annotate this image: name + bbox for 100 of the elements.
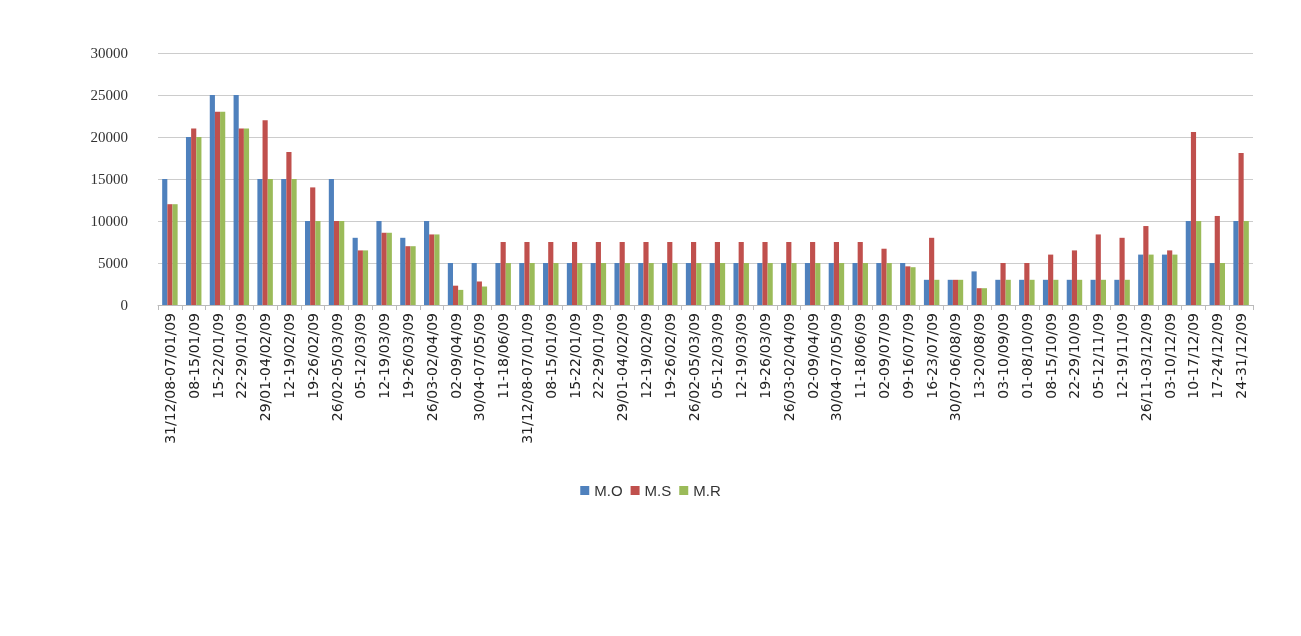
bar [315,221,321,305]
bar [410,246,416,305]
bar [624,263,630,305]
y-tick-label: 30000 [90,45,128,61]
bar [971,271,977,305]
bar [786,242,792,305]
bar [643,242,649,305]
x-tick-label: 09-16/07/09 [899,313,916,399]
bar [1209,263,1215,305]
x-tick-label: 05-12/03/09 [709,313,726,399]
bar [733,263,739,305]
bar [767,263,773,305]
legend-label: M.R [693,482,721,499]
x-tick-label: 11-18/06/09 [495,313,512,399]
bar [1214,215,1220,305]
bar [1114,279,1120,305]
x-tick-label: 11-18/06/09 [852,313,869,399]
bar [714,242,720,305]
x-tick-label: 30/07-06/08/09 [947,313,964,422]
bar [638,263,644,305]
bar [220,111,226,305]
bar [267,179,273,305]
bar [386,232,392,305]
bar [1196,221,1202,305]
bar [1042,279,1049,305]
bar [857,242,863,305]
bar [667,242,673,305]
x-tick-label: 12-19/03/09 [733,313,750,399]
bar [376,221,382,305]
bar [696,263,702,305]
bar [333,221,340,305]
bar [400,237,406,305]
bar [719,263,726,305]
bar [934,279,940,305]
bar [172,204,178,305]
bar [791,263,797,305]
x-tick-label: 08-15/10/09 [1042,313,1059,399]
bar [995,279,1001,305]
bar [500,242,506,305]
bar [600,263,607,305]
bar [476,281,482,305]
x-tick-label: 08-15/01/09 [542,313,559,399]
bar [672,263,678,305]
bar [452,285,459,305]
x-tick-label: 22-29/01/09 [233,313,250,399]
x-tick-label: 15-22/01/09 [209,313,226,399]
bar [648,263,654,305]
bar [1233,221,1239,305]
x-tick-label: 26/02-05/03/09 [328,313,345,422]
x-tick-label: 26/03-02/04/09 [780,313,797,422]
bar [1167,250,1173,305]
bar [614,263,620,305]
x-tick-label: 19-26/02/09 [304,313,321,399]
bar [577,263,583,305]
bar [595,242,601,305]
bar [929,237,935,305]
x-tick-label: 08-15/01/09 [185,313,202,399]
bar [743,263,749,305]
bar [495,263,501,305]
bar [981,288,987,305]
x-tick-label: 30/04-07/05/09 [471,313,488,422]
y-tick-label: 20000 [90,129,128,145]
x-tick-label: 10-17/12/09 [1185,313,1202,399]
bar [233,95,239,305]
bar [1066,279,1072,305]
x-tick-label: 12-19/03/09 [376,313,393,399]
x-tick-label: 12-19/11/09 [1114,313,1131,399]
y-tick-label: 0 [120,297,128,313]
y-tick-label: 25000 [90,87,128,103]
x-tick-label: 29/01-04/02/09 [257,313,274,422]
bar [167,204,173,305]
bar [524,242,530,305]
bar [590,263,596,305]
bar [738,242,744,305]
x-tick-label: 02-09/04/09 [447,313,464,399]
bar [839,263,845,305]
bar [1095,234,1101,305]
bar [876,263,882,305]
x-tick-label: 22-29/10/09 [1066,313,1083,399]
bar [405,246,411,305]
bar [923,279,930,305]
bar [257,179,263,305]
bar [458,289,464,305]
bar [243,128,250,305]
bar [1124,279,1130,305]
bar [1238,152,1244,305]
x-tick-label: 05-12/03/09 [352,313,369,399]
x-tick-label: 13-20/08/09 [971,313,988,399]
x-tick-label: 02-09/07/09 [876,313,893,399]
y-tick-label: 10000 [90,213,128,229]
x-tick-label: 19-26/03/09 [399,313,416,399]
x-tick-label: 02-09/04/09 [804,313,821,399]
bar [1119,237,1125,305]
bar [828,263,834,305]
bar [505,263,511,305]
x-tick-label: 16-23/07/09 [923,313,940,399]
x-tick-label: 17-24/12/09 [1209,313,1226,399]
x-tick-label: 19-26/03/09 [757,313,774,399]
bar [810,242,816,305]
bar [519,263,525,305]
